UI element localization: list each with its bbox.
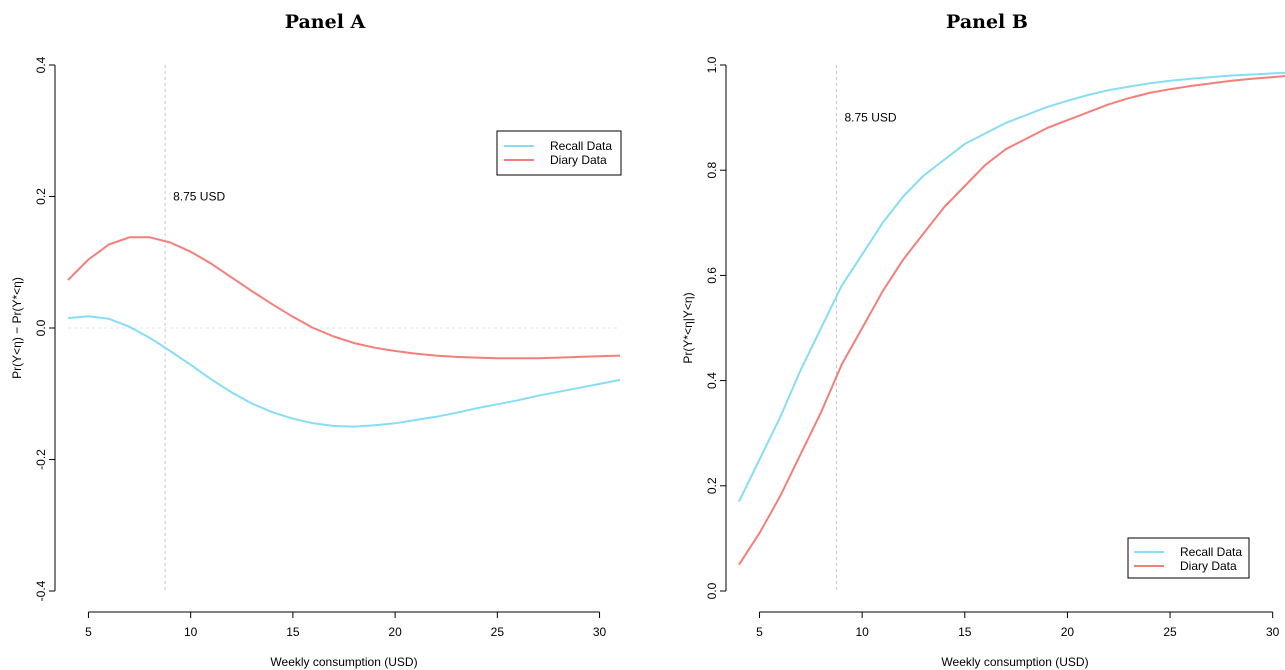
panel-a-series (67, 236, 621, 428)
panel-b-y-tick-label: 0.6 (705, 267, 719, 284)
panel-a-y-tick-label: 0.0 (34, 319, 48, 336)
panel-b-x-tick-label: 15 (958, 625, 972, 639)
panel-a-series-recall (67, 315, 621, 428)
panel-a-y-tick-label: 0.2 (34, 188, 48, 205)
panel-a-y-tick-label: -0.4 (34, 580, 48, 601)
panel-a-title: Panel A (285, 11, 366, 33)
panel-a-series-diary (67, 236, 621, 360)
panel-b-y-tick-label: 1.0 (705, 56, 719, 73)
panel-b-y-axis-label: Pr(Y*<η|Y<η) (681, 292, 695, 363)
panel-b-x-tick-label: 30 (1266, 625, 1280, 639)
panel-b-legend: Recall Data Diary Data (1127, 537, 1250, 579)
panel-b-y-tick-label: 0.2 (705, 477, 719, 494)
panel-a-reference-lines (68, 65, 620, 591)
panel-a-annotation: 8.75 USD (173, 190, 225, 204)
panel-a-y-axis: -0.4 -0.2 0.0 0.2 0.4 (34, 56, 56, 601)
panel-b-x-tick-label: 25 (1163, 625, 1177, 639)
panel-b-series (738, 71, 1285, 566)
panel-b-y-tick-label: 0.8 (705, 162, 719, 179)
panel-a-legend: Recall Data Diary Data (496, 130, 622, 176)
panel-a-x-tick-label: 15 (286, 625, 300, 639)
panel-b-series-diary (738, 75, 1285, 566)
panel-a-y-tick-label: -0.2 (34, 449, 48, 470)
panel-a-x-axis-label: Weekly consumption (USD) (270, 655, 417, 669)
panel-a-y-axis-label: Pr(Y<η) − Pr(Y*<η) (10, 277, 24, 379)
panel-a-x-tick-label: 10 (184, 625, 198, 639)
panel-b-legend-box (1127, 537, 1250, 579)
panel-b: Panel B 0.0 0.2 0.4 0.6 0.8 1.0 5 10 15 20 25 30 8… (681, 11, 1285, 669)
panel-b-x-axis: 5 10 15 20 25 30 (756, 611, 1280, 639)
panel-b-series-recall (738, 71, 1285, 503)
panel-a-x-tick-label: 5 (85, 625, 92, 639)
panel-a-legend-box (496, 130, 622, 176)
panel-b-legend-label-recall: Recall Data (1180, 545, 1242, 559)
panel-a-x-axis: 5 10 15 20 25 30 (85, 611, 607, 639)
panel-b-x-tick-label: 20 (1061, 625, 1075, 639)
panel-a-legend-label-diary: Diary Data (550, 153, 607, 167)
panel-b-annotation: 8.75 USD (845, 111, 897, 125)
panel-a-x-tick-label: 30 (593, 625, 607, 639)
panel-b-x-tick-label: 5 (756, 625, 763, 639)
panel-b-x-axis-label: Weekly consumption (USD) (941, 655, 1088, 669)
panel-a-x-tick-label: 20 (388, 625, 402, 639)
panel-a-y-tick-label: 0.4 (34, 56, 48, 73)
panel-b-x-tick-label: 10 (855, 625, 869, 639)
panel-b-y-axis: 0.0 0.2 0.4 0.6 0.8 1.0 (705, 56, 727, 599)
panel-a-legend-label-recall: Recall Data (550, 139, 612, 153)
panel-b-legend-label-diary: Diary Data (1180, 559, 1237, 573)
panel-b-y-tick-label: 0.0 (705, 582, 719, 599)
panel-b-y-tick-label: 0.4 (705, 372, 719, 389)
panel-a: Panel A -0.4 -0.2 0.0 0.2 0.4 5 10 15 20 25 30 8.… (10, 11, 622, 669)
panel-a-x-tick-label: 25 (491, 625, 505, 639)
panel-b-title: Panel B (946, 11, 1028, 33)
